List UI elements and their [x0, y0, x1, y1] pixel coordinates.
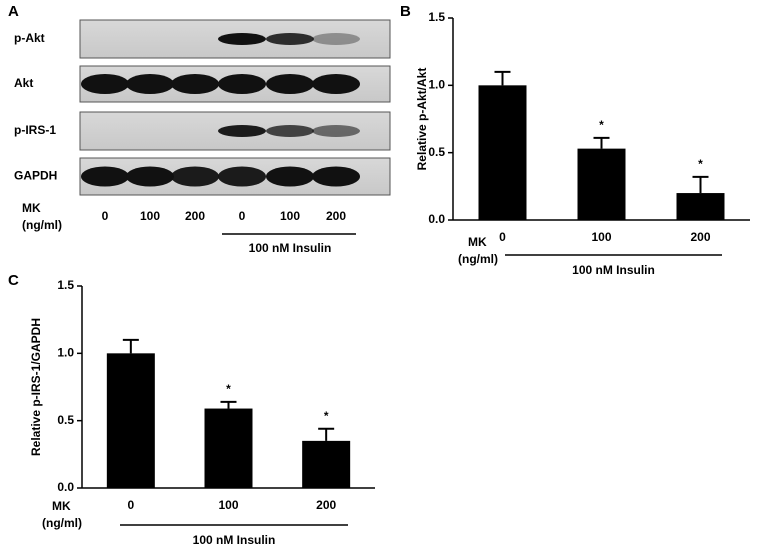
row-label: Akt: [14, 76, 33, 90]
bar: [676, 193, 725, 220]
y-tick-label: 1.5: [428, 10, 445, 24]
error-bar: [122, 338, 139, 354]
group-label: MK: [468, 235, 487, 249]
row-label: p-Akt: [14, 31, 45, 45]
x-tick-label: 200: [316, 498, 336, 512]
band: [266, 166, 314, 187]
significance-mark: *: [226, 382, 231, 396]
group-label: (ng/ml): [458, 252, 498, 266]
band: [81, 166, 129, 187]
lane-label: 0: [102, 209, 109, 223]
y-tick-label: 1.5: [57, 278, 74, 292]
x-tick-label: 0: [127, 498, 134, 512]
row-label: GAPDH: [14, 169, 57, 183]
y-tick-label: 1.0: [57, 346, 74, 360]
error-bar: [593, 136, 610, 149]
band: [218, 33, 266, 45]
significance-mark: *: [599, 118, 604, 132]
band: [126, 74, 174, 94]
band: [312, 125, 360, 137]
lane-label: 200: [185, 209, 205, 223]
y-tick-label: 0.5: [57, 413, 74, 427]
lane-label: 100: [280, 209, 300, 223]
lane-label: 0: [239, 209, 246, 223]
error-bar: [318, 427, 335, 441]
row-label: p-IRS-1: [14, 123, 56, 137]
significance-mark: *: [324, 409, 329, 423]
lane-label: 100: [140, 209, 160, 223]
error-bar: [692, 175, 709, 194]
y-axis-label: Relative p-Akt/Akt: [415, 68, 429, 171]
treatment-label: 100 nM Insulin: [193, 533, 276, 547]
group-label: (ng/ml): [42, 516, 82, 530]
group-label: MK: [52, 499, 71, 513]
band: [312, 166, 360, 187]
bar: [106, 353, 155, 488]
band: [171, 166, 219, 187]
band: [266, 33, 314, 45]
y-tick-label: 1.0: [428, 78, 445, 92]
bar: [204, 408, 253, 488]
band: [218, 166, 266, 187]
panel-label: A: [8, 3, 19, 20]
error-bar: [494, 70, 511, 86]
x-tick-label: 0: [499, 230, 506, 244]
band: [126, 166, 174, 187]
band: [218, 74, 266, 94]
group-label: (ng/ml): [22, 218, 62, 232]
lane-label: 200: [326, 209, 346, 223]
error-bar: [220, 400, 237, 409]
x-tick-label: 100: [218, 498, 238, 512]
bar: [478, 85, 527, 220]
bar: [302, 440, 351, 488]
band: [312, 33, 360, 45]
treatment-label: 100 nM Insulin: [249, 241, 332, 255]
x-tick-label: 200: [690, 230, 710, 244]
panel-label: B: [400, 3, 411, 20]
band: [218, 125, 266, 137]
band: [171, 74, 219, 94]
band: [312, 74, 360, 94]
significance-mark: *: [698, 157, 703, 171]
y-tick-label: 0.0: [57, 480, 74, 494]
band: [81, 74, 129, 94]
y-tick-label: 0.5: [428, 145, 445, 159]
panel-label: C: [8, 272, 19, 289]
treatment-label: 100 nM Insulin: [572, 263, 655, 277]
y-tick-label: 0.0: [428, 212, 445, 226]
group-label: MK: [22, 201, 41, 215]
band: [266, 125, 314, 137]
x-tick-label: 100: [591, 230, 611, 244]
y-axis-label: Relative p-IRS-1/GAPDH: [29, 318, 43, 456]
bar: [577, 148, 626, 220]
band: [266, 74, 314, 94]
